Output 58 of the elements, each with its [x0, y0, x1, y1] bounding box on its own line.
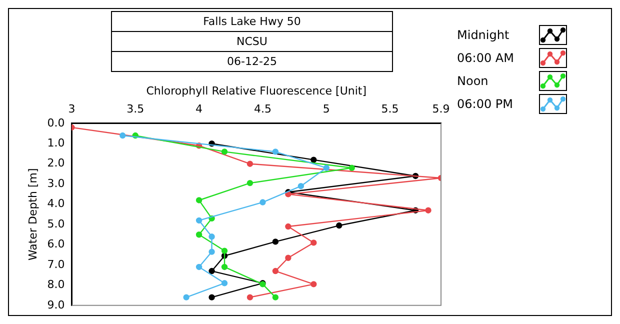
- point: [183, 294, 190, 300]
- point: [120, 132, 126, 139]
- y-tick-label: 3.0: [47, 176, 65, 190]
- point: [221, 148, 228, 155]
- point: [348, 164, 355, 171]
- y-tick-label: 8.0: [47, 278, 65, 292]
- y-tick-label: 2.0: [47, 156, 65, 170]
- point: [272, 148, 279, 155]
- y-tick-label: 6.0: [47, 238, 65, 251]
- x-tick-label: 3.5: [126, 102, 144, 116]
- point: [196, 197, 202, 204]
- point: [221, 280, 228, 286]
- point: [310, 240, 317, 246]
- chart-title: Falls Lake Hwy 50: [202, 14, 302, 30]
- point: [208, 234, 215, 240]
- x-tick-label: 3: [68, 102, 76, 116]
- point: [221, 264, 228, 270]
- text: Noon: [457, 74, 488, 88]
- legend-label: 06:00 PM: [457, 96, 513, 110]
- point: [285, 254, 292, 261]
- point: [425, 207, 432, 214]
- point: [285, 223, 292, 230]
- point: [272, 268, 279, 274]
- legend-label: 06:00 AM: [457, 50, 514, 64]
- x-tick-label: 4: [196, 102, 203, 116]
- point: [336, 222, 342, 229]
- point: [272, 294, 279, 300]
- y-tick-label: 7.0: [47, 258, 65, 271]
- point: [221, 248, 228, 254]
- point: [323, 164, 330, 171]
- y-tick-label: 0.0: [47, 116, 65, 130]
- point: [246, 294, 254, 300]
- y-tick-label: 5.0: [47, 217, 65, 230]
- point: [196, 232, 202, 238]
- x-axis-title: Chlorophyll Relative Fluorescence [Unit]: [146, 84, 367, 98]
- y-tick-label: 1.0: [47, 136, 65, 150]
- text: Midnight: [457, 28, 510, 42]
- point: [196, 217, 202, 224]
- x-tick-label: 4.5: [254, 102, 272, 116]
- point: [272, 238, 279, 245]
- x-tick-label: 5.9: [432, 102, 450, 116]
- y-tick-label: 9.0: [47, 298, 65, 312]
- y-tick-label: 4.0: [47, 197, 65, 210]
- y-axis-title: Water Depth [m]: [26, 168, 40, 261]
- point: [260, 199, 266, 206]
- point: [310, 156, 317, 163]
- point: [208, 248, 215, 255]
- point: [298, 182, 304, 190]
- point: [196, 264, 202, 270]
- x-tick-label: 5.5: [381, 102, 399, 116]
- point: [208, 268, 215, 274]
- point: [246, 160, 254, 167]
- point: [246, 180, 254, 186]
- point: [208, 294, 215, 300]
- point: [310, 281, 317, 288]
- x-tick-label: 5: [322, 102, 330, 116]
- text: 06-12-25: [112, 51, 392, 71]
- chart-subtitle: NCSU: [112, 31, 392, 51]
